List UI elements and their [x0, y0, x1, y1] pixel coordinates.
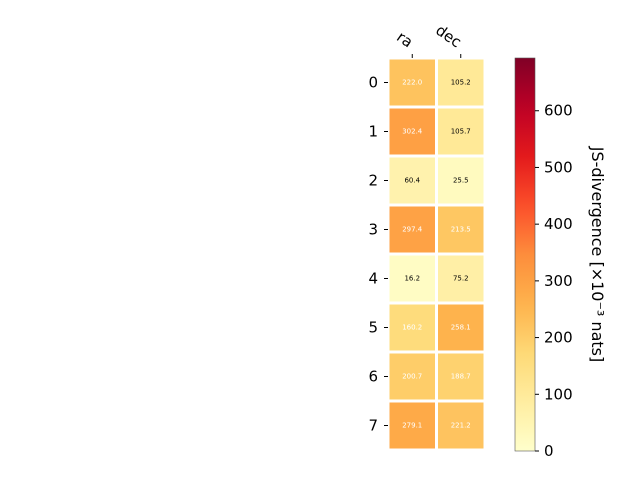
heatmap-cells [389, 59, 484, 449]
heatmap-cell-label: 213.5 [451, 226, 471, 234]
heatmap-cell-3-dec [438, 206, 484, 253]
heatmap-cell-labels: 222.0 105.2 302.4 105.7 60.4 25.5 297.4 213.5 16… [402, 79, 471, 430]
heatmap-cell-1-ra [389, 108, 435, 155]
heatmap-cell-label: 105.7 [451, 128, 471, 136]
heatmap-cell-label: 60.4 [404, 177, 420, 185]
heatmap-cell-label: 297.4 [402, 226, 423, 234]
y-tick-label-3: 3 [368, 221, 378, 239]
x-axis-ticks: ra dec [393, 21, 465, 58]
x-tick-label-dec: dec [432, 21, 464, 51]
heatmap-cell-label: 221.2 [451, 422, 471, 430]
heatmap-cell-2-ra [389, 157, 435, 204]
y-tick-label-2: 2 [368, 172, 378, 190]
heatmap-cell-6-ra [389, 353, 435, 400]
heatmap-cell-1-dec [438, 108, 484, 155]
colorbar-gradient [514, 57, 536, 452]
colorbar-tick-label: 400 [544, 215, 573, 233]
heatmap-cell-3-ra [389, 206, 435, 253]
x-tick-label-ra: ra [393, 28, 416, 52]
heatmap-cell-7-ra [389, 402, 435, 449]
colorbar: 0 100 200 300 400 500 600 JS-divergence [×10⁻³… [514, 57, 607, 460]
heatmap-cell-label: 160.2 [402, 324, 422, 332]
y-tick-label-0: 0 [368, 74, 378, 92]
heatmap-cell-label: 279.1 [402, 422, 422, 430]
heatmap-cell-4-dec [438, 255, 484, 302]
colorbar-label: JS-divergence [×10⁻³ nats] [588, 146, 607, 362]
y-axis-ticks: 0 1 2 3 4 5 6 7 [368, 74, 388, 435]
heatmap-cell-label: 16.2 [404, 275, 420, 283]
heatmap-cell-0-dec [438, 59, 484, 106]
heatmap-cell-label: 75.2 [453, 275, 469, 283]
colorbar-tick-label: 300 [544, 272, 573, 290]
heatmap-cell-label: 105.2 [451, 79, 471, 87]
heatmap-cell-label: 200.7 [402, 373, 422, 381]
heatmap-cell-label: 222.0 [402, 79, 422, 87]
colorbar-tick-label: 600 [544, 102, 573, 120]
y-tick-label-4: 4 [368, 270, 378, 288]
colorbar-tick-label: 0 [544, 442, 554, 460]
colorbar-tick-label: 100 [544, 385, 573, 403]
heatmap-cell-label: 25.5 [453, 177, 469, 185]
colorbar-tick-label: 200 [544, 329, 573, 347]
colorbar-tick-label: 500 [544, 158, 573, 176]
heatmap-cell-label: 302.4 [402, 128, 423, 136]
heatmap-cell-5-ra [389, 304, 435, 351]
heatmap-cell-label: 258.1 [451, 324, 471, 332]
heatmap-cell-5-dec [438, 304, 484, 351]
y-tick-label-1: 1 [368, 123, 378, 141]
heatmap-cell-7-dec [438, 402, 484, 449]
heatmap-cell-label: 188.7 [451, 373, 471, 381]
y-tick-label-7: 7 [368, 417, 378, 435]
heatmap-cell-6-dec [438, 353, 484, 400]
y-tick-label-5: 5 [368, 319, 378, 337]
y-tick-label-6: 6 [368, 368, 378, 386]
heatmap-cell-4-ra [389, 255, 435, 302]
heatmap-cell-0-ra [389, 59, 435, 106]
heatmap-cell-2-dec [438, 157, 484, 204]
colorbar-ticks: 0 100 200 300 400 500 600 [535, 102, 573, 460]
